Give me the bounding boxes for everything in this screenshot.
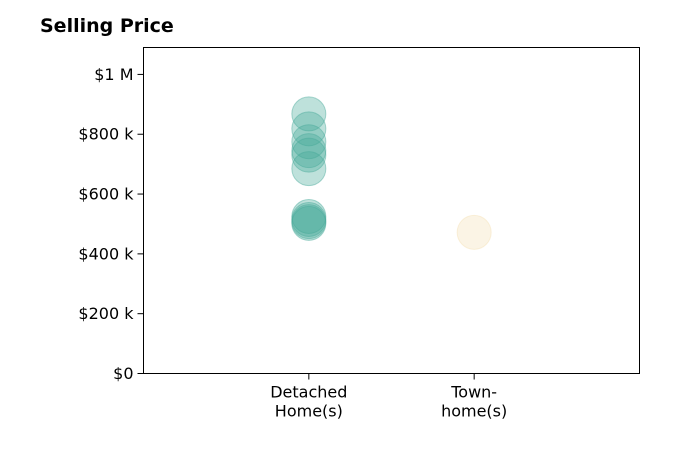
chart-title: Selling Price [40, 15, 174, 37]
axes-layer: $0 $200 k $400 k $600 k $800 k $1 M DetachedHo… [78, 65, 507, 421]
data-point [291, 111, 327, 147]
x-tick-label: Detached [270, 383, 347, 402]
data-point [291, 96, 327, 132]
data-point [291, 151, 327, 187]
y-tick-label: $0 [113, 364, 133, 383]
plot-frame [143, 47, 640, 374]
y-tick-label: $800 k [78, 125, 134, 144]
x-tick-label: Home(s) [275, 402, 343, 421]
data-point [291, 201, 327, 237]
y-tick-label: $400 k [78, 244, 134, 263]
y-tick-label: $1 M [94, 65, 133, 84]
x-tick-label: home(s) [441, 402, 507, 421]
data-point [456, 214, 492, 250]
data-point [291, 137, 327, 173]
marks-layer [291, 96, 492, 250]
data-point [291, 205, 327, 241]
x-tick-label: Town- [450, 383, 497, 402]
data-point [291, 133, 327, 169]
data-point [291, 198, 327, 234]
y-tick-label: $600 k [78, 185, 134, 204]
y-tick-label: $200 k [78, 304, 134, 323]
data-point [291, 124, 327, 160]
data-point [291, 204, 327, 240]
